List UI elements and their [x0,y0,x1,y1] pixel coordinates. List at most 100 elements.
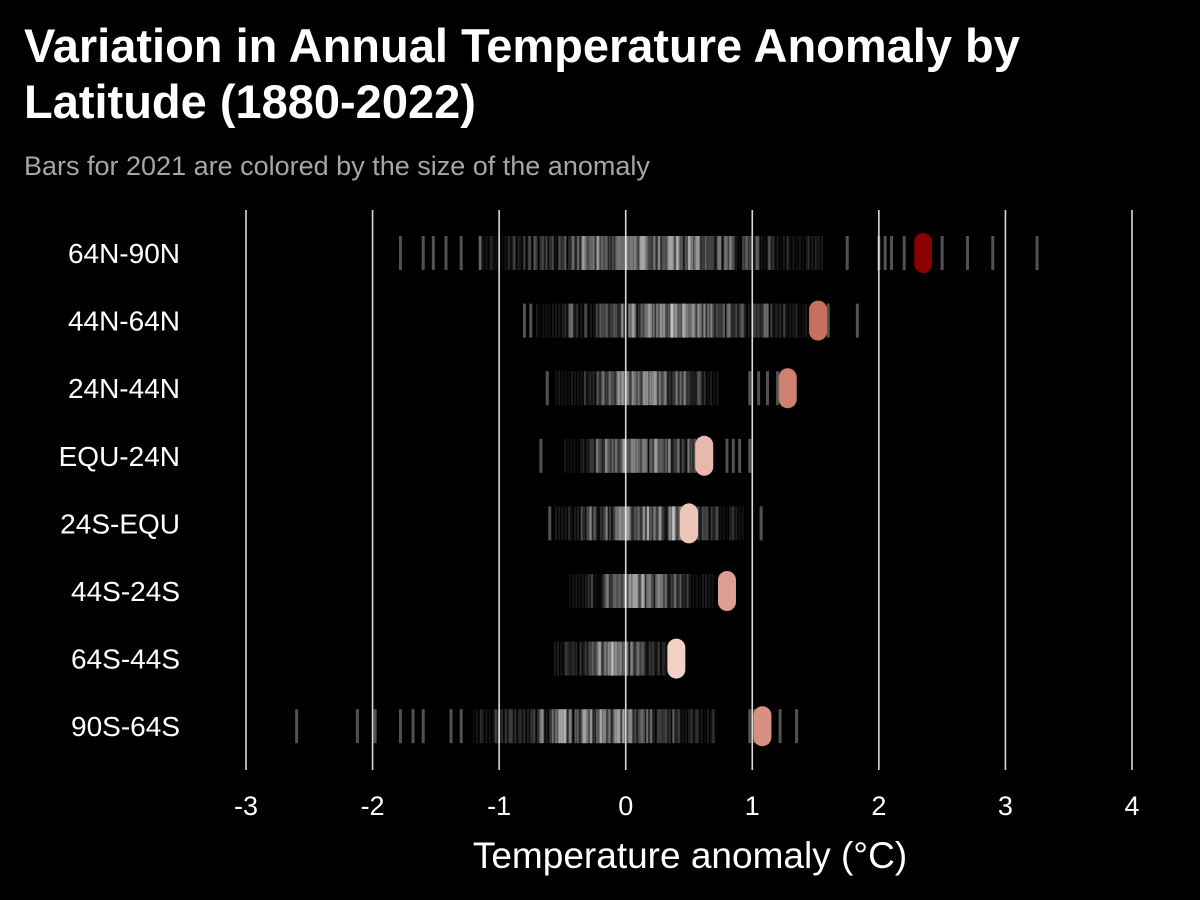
year-bar [609,506,612,541]
year-bar [563,709,566,744]
year-bar [716,506,719,541]
year-bar [792,236,795,270]
year-bar [659,506,662,541]
year-bar [643,641,646,676]
year-bar [666,506,670,541]
year-bar [575,641,578,676]
year-bar [621,438,625,473]
year-bar [583,709,587,744]
year-bar [633,371,637,406]
year-bar [579,641,582,676]
year-bar [646,506,650,541]
year-bar [686,236,690,270]
year-bar [614,438,617,473]
year-bar [604,641,607,676]
year-bar [693,438,696,473]
year-bar [632,574,636,608]
year-bar [548,236,551,270]
year-bar [649,709,652,744]
year-bar [649,371,652,406]
year-bar [634,303,637,338]
year-bar [482,709,485,744]
year-bar [684,438,687,473]
year-bar-outlier [421,236,425,270]
year-bar [643,236,647,270]
year-bar [786,303,789,338]
year-bar [551,709,554,744]
year-bar [742,236,745,270]
year-bar [728,236,732,270]
year-bar [498,709,501,744]
year-bar [586,709,590,744]
year-bar [664,303,668,338]
year-bar [649,438,652,473]
year-bar [613,641,616,676]
year-bar [697,709,700,744]
year-bar [620,303,624,338]
year-bar [627,438,630,473]
year-bar [697,236,700,270]
year-bar [693,303,696,338]
year-bar-outlier [748,709,752,744]
year-bar [675,709,679,744]
year-bar [629,709,633,744]
year-bar [608,303,611,338]
year-bar [617,641,620,676]
year-bar [675,709,678,744]
year-bar [635,438,639,473]
year-bar [635,574,638,608]
year-bar [539,303,542,338]
year-bar [672,506,675,541]
year-bar [507,236,510,270]
year-bar [604,236,607,270]
year-bar [641,303,644,338]
year-bar [638,371,641,406]
year-bar [782,303,786,338]
year-bar [596,236,600,270]
year-bar [586,506,590,541]
year-bar [621,236,624,270]
year-bar [678,574,681,608]
year-bar [676,438,680,473]
year-bar [606,574,609,608]
year-bar [672,709,675,744]
x-axis-title: Temperature anomaly (°C) [473,835,907,876]
year-bar [598,641,601,676]
year-bar [604,506,607,541]
year-bar [485,236,488,270]
year-bar [602,303,605,338]
year-bar [558,506,561,541]
year-bar [670,303,673,338]
year-bar [612,236,615,270]
year-bar [561,236,564,270]
year-bar [612,641,615,676]
year-bar [663,303,667,338]
year-bar [582,438,585,473]
year-bar [703,303,706,338]
year-bar [518,236,521,270]
year-bar [694,236,697,270]
year-bar [770,236,773,270]
year-bar [626,438,629,473]
year-bar [671,303,674,338]
year-bar [762,303,766,338]
year-bar [616,574,620,608]
year-bar [675,303,678,338]
year-bar [583,303,586,338]
year-bar [688,236,691,270]
year-bar [580,506,584,541]
year-bar [582,709,585,744]
year-bar-outlier [431,236,435,270]
year-bar [638,641,642,676]
year-bar [643,303,646,338]
year-bar [684,709,687,744]
year-bar [636,438,639,473]
year-bar [595,438,598,473]
year-bar [678,506,681,541]
year-bar [603,709,606,744]
year-bar [663,371,667,406]
year-bar [621,371,624,406]
year-bar [626,236,630,270]
year-bar-outlier [877,236,881,270]
year-bar [657,641,660,676]
